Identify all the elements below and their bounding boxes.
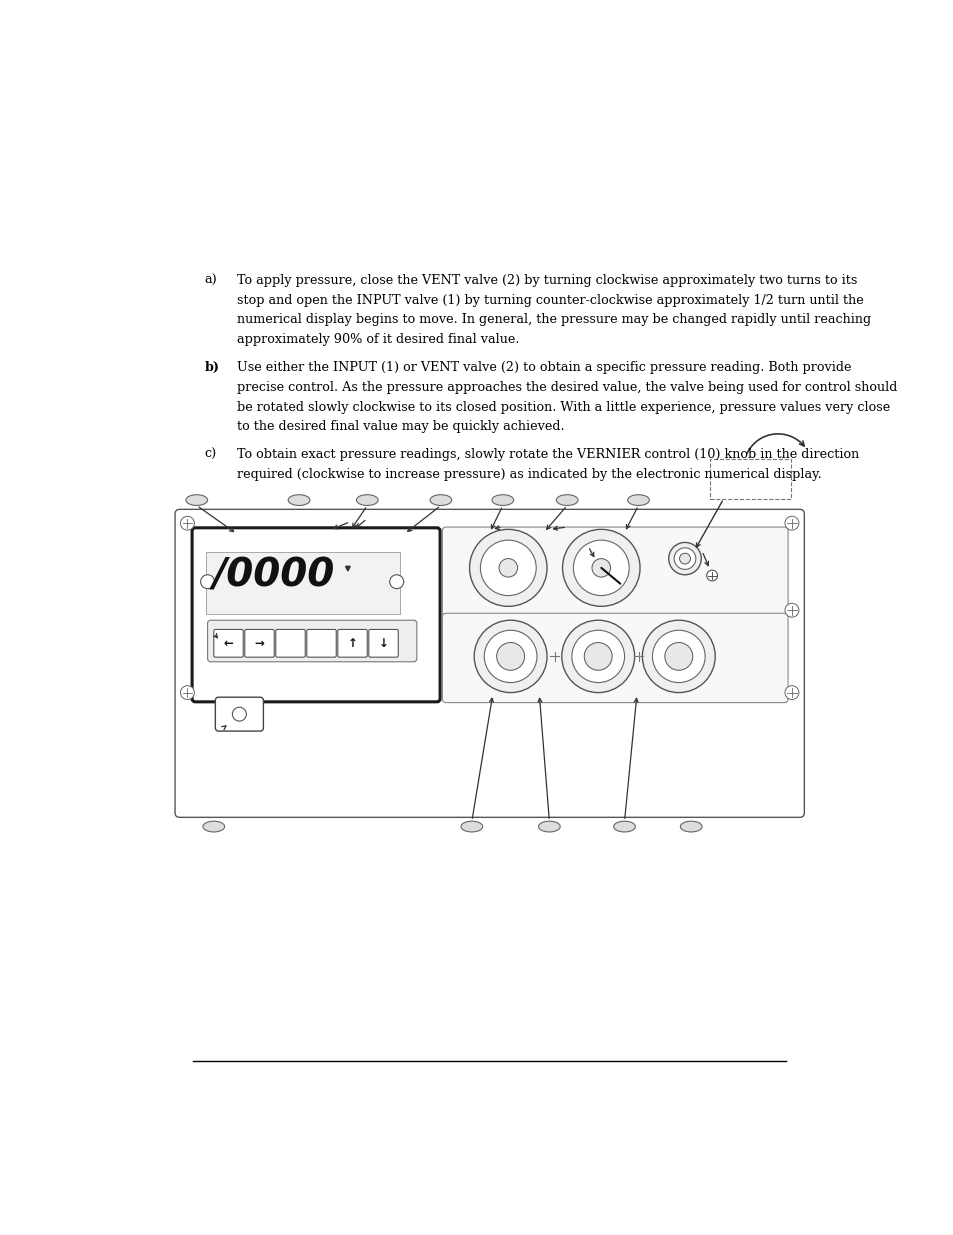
Bar [709, 458, 790, 499]
Text: Use either the INPUT (1) or VENT valve (2) to obtain a specific pressure reading: Use either the INPUT (1) or VENT valve (… [236, 361, 851, 374]
Text: To obtain exact pressure readings, slowly rotate the VERNIER control (10) knob i: To obtain exact pressure readings, slowl… [236, 448, 859, 461]
FancyBboxPatch shape [174, 509, 803, 818]
Circle shape [706, 571, 717, 580]
Circle shape [784, 516, 798, 530]
Polygon shape [345, 567, 350, 571]
FancyBboxPatch shape [192, 527, 439, 701]
Circle shape [469, 530, 546, 606]
FancyBboxPatch shape [213, 630, 243, 657]
FancyBboxPatch shape [369, 630, 397, 657]
FancyBboxPatch shape [215, 698, 263, 731]
Ellipse shape [430, 495, 452, 505]
Circle shape [592, 558, 610, 577]
Circle shape [180, 685, 194, 699]
Ellipse shape [679, 821, 701, 832]
Text: To apply pressure, close the VENT valve (2) by turning clockwise approximately t: To apply pressure, close the VENT valve … [236, 274, 857, 287]
Circle shape [484, 630, 537, 683]
Text: ↑: ↑ [347, 637, 357, 650]
Ellipse shape [537, 821, 559, 832]
FancyBboxPatch shape [275, 630, 305, 657]
Text: approximately 90% of it desired final value.: approximately 90% of it desired final va… [236, 333, 519, 346]
FancyBboxPatch shape [442, 527, 787, 616]
Circle shape [664, 642, 692, 671]
Text: ↓: ↓ [378, 637, 388, 650]
Circle shape [233, 708, 246, 721]
Text: →: → [254, 637, 264, 650]
Bar [206, 552, 399, 614]
Circle shape [474, 620, 546, 693]
Circle shape [583, 642, 612, 671]
FancyBboxPatch shape [307, 630, 335, 657]
Ellipse shape [492, 495, 513, 505]
FancyBboxPatch shape [208, 620, 416, 662]
Circle shape [652, 630, 704, 683]
Circle shape [497, 642, 524, 671]
Circle shape [668, 542, 700, 574]
Text: precise control. As the pressure approaches the desired value, the valve being u: precise control. As the pressure approac… [236, 380, 897, 394]
Circle shape [571, 630, 624, 683]
Text: to the desired final value may be quickly achieved.: to the desired final value may be quickl… [236, 420, 564, 433]
Text: ←: ← [223, 637, 233, 650]
Text: required (clockwise to increase pressure) as indicated by the electronic numeric: required (clockwise to increase pressure… [236, 468, 821, 480]
FancyBboxPatch shape [337, 630, 367, 657]
Circle shape [480, 540, 536, 595]
Circle shape [573, 540, 629, 595]
Text: stop and open the INPUT valve (1) by turning counter-clockwise approximately 1/2: stop and open the INPUT valve (1) by tur… [236, 294, 862, 306]
Circle shape [498, 558, 517, 577]
Circle shape [390, 574, 403, 589]
Text: c): c) [204, 448, 216, 461]
Ellipse shape [203, 821, 224, 832]
Text: be rotated slowly clockwise to its closed position. With a little experience, pr: be rotated slowly clockwise to its close… [236, 400, 889, 414]
Ellipse shape [356, 495, 377, 505]
Text: numerical display begins to move. In general, the pressure may be changed rapidl: numerical display begins to move. In gen… [236, 314, 870, 326]
FancyBboxPatch shape [245, 630, 274, 657]
Circle shape [180, 516, 194, 530]
Circle shape [784, 603, 798, 618]
Text: /0000: /0000 [212, 556, 335, 594]
Text: b): b) [204, 361, 219, 374]
Ellipse shape [627, 495, 649, 505]
Circle shape [784, 685, 798, 699]
Ellipse shape [613, 821, 635, 832]
Circle shape [561, 620, 634, 693]
Circle shape [679, 553, 690, 564]
Text: a): a) [204, 274, 217, 287]
Ellipse shape [186, 495, 208, 505]
Circle shape [674, 548, 695, 569]
Circle shape [562, 530, 639, 606]
Ellipse shape [556, 495, 578, 505]
Ellipse shape [288, 495, 310, 505]
FancyBboxPatch shape [442, 614, 787, 703]
Ellipse shape [460, 821, 482, 832]
Circle shape [641, 620, 715, 693]
Circle shape [200, 574, 214, 589]
